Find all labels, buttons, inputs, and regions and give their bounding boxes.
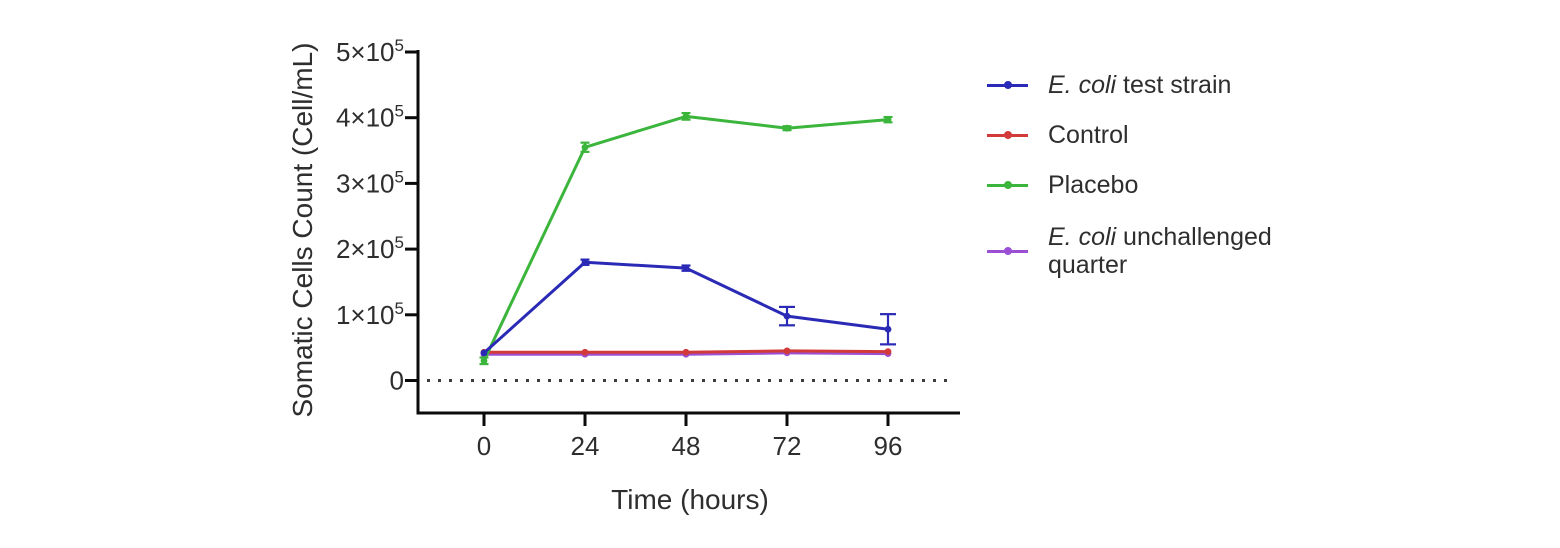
x-tick-label: 48	[672, 431, 701, 461]
data-point-marker	[581, 258, 589, 266]
data-point-marker	[480, 357, 488, 365]
data-point-marker	[884, 325, 892, 333]
x-tick-label: 0	[477, 431, 491, 461]
data-point-marker	[884, 116, 892, 124]
y-tick-label: 4×105	[336, 102, 404, 133]
x-axis-title: Time (hours)	[611, 484, 769, 515]
y-tick-label: 2×105	[336, 233, 404, 264]
x-tick-label: 96	[874, 431, 903, 461]
series-placebo	[479, 112, 893, 366]
x-axis-ticks: 0 24 48 72 96	[477, 413, 903, 461]
data-point-marker	[581, 143, 589, 151]
y-tick-label: 5×105	[336, 36, 404, 67]
data-point-marker	[783, 312, 791, 320]
x-tick-label: 24	[571, 431, 600, 461]
data-point-marker	[682, 264, 690, 272]
data-point-marker	[682, 112, 690, 120]
series-e-coli-test-strain	[480, 258, 896, 357]
axis-frame	[416, 50, 960, 415]
series-line	[482, 114, 890, 363]
y-tick-label: 3×105	[336, 167, 404, 198]
y-tick-label: 1×105	[336, 299, 404, 330]
data-point-marker	[783, 347, 791, 355]
y-tick-label: 0	[390, 366, 404, 396]
series-line	[482, 260, 890, 355]
data-point-marker	[884, 348, 892, 355]
data-point-marker	[581, 348, 589, 356]
data-point-marker	[783, 124, 791, 132]
data-point-marker	[682, 348, 690, 356]
x-tick-label: 72	[773, 431, 802, 461]
axes	[416, 50, 960, 415]
y-axis-ticks: 0 1×105 2×105 3×105 4×105 5×105	[336, 36, 418, 396]
data-point-marker	[480, 349, 488, 357]
